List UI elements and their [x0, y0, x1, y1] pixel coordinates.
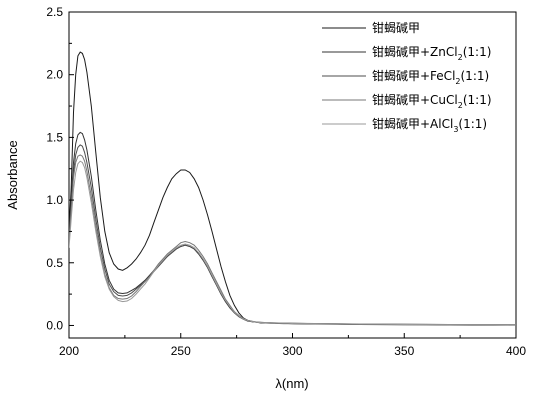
series-line-5 — [69, 160, 516, 326]
legend-subscript: 2 — [458, 53, 463, 62]
legend-subscript: 2 — [458, 101, 463, 110]
legend-subscript: 3 — [453, 125, 458, 134]
y-tick-label: 2.5 — [46, 5, 63, 19]
legend-entry-2: 钳蝎碱甲+ZnCl2(1:1) — [372, 45, 491, 62]
legend-ratio: (1:1) — [461, 69, 490, 83]
legend-ratio: (1:1) — [463, 93, 492, 107]
legend-ratio: (1:1) — [458, 117, 487, 131]
x-tick-label: 300 — [282, 344, 302, 358]
y-tick-label: 1.0 — [46, 193, 63, 207]
legend-base: 钳蝎碱甲+ZnCl — [372, 45, 458, 59]
y-tick-label: 1.5 — [46, 130, 63, 144]
legend: 钳蝎碱甲钳蝎碱甲+ZnCl2(1:1)钳蝎碱甲+FeCl2(1:1)钳蝎碱甲+C… — [322, 21, 492, 134]
y-axis: 0.0 0.5 1.0 1.5 2.0 2.5 — [46, 5, 74, 332]
x-axis-title: λ(nm) — [275, 376, 308, 391]
legend-base: 钳蝎碱甲+AlCl — [372, 117, 453, 131]
series-layer — [69, 51, 516, 326]
x-tick-label: 350 — [394, 344, 414, 358]
y-tick-label: 0.0 — [46, 318, 63, 332]
legend-entry-1: 钳蝎碱甲 — [372, 21, 420, 35]
x-tick-label: 400 — [506, 344, 526, 358]
y-tick-label: 0.5 — [46, 256, 63, 270]
legend-ratio: (1:1) — [463, 45, 492, 59]
legend-entry-4: 钳蝎碱甲+CuCl2(1:1) — [372, 93, 492, 110]
plot-area — [68, 11, 517, 339]
x-tick-label: 250 — [171, 344, 191, 358]
legend-base: 钳蝎碱甲 — [372, 21, 420, 35]
series-line-4 — [69, 154, 516, 326]
series-line-2 — [69, 131, 516, 326]
legend-subscript: 2 — [455, 77, 460, 86]
x-axis: 200 250 300 350 400 — [59, 333, 526, 358]
legend-entry-3: 钳蝎碱甲+FeCl2(1:1) — [372, 69, 489, 86]
x-tick-label: 200 — [59, 344, 79, 358]
legend-base: 钳蝎碱甲+CuCl — [372, 93, 458, 107]
legend-entry-5: 钳蝎碱甲+AlCl3(1:1) — [372, 117, 487, 134]
y-tick-label: 2.0 — [46, 68, 63, 82]
series-line-3 — [69, 144, 516, 326]
y-axis-title: Absorbance — [5, 140, 20, 209]
legend-base: 钳蝎碱甲+FeCl — [372, 69, 455, 83]
